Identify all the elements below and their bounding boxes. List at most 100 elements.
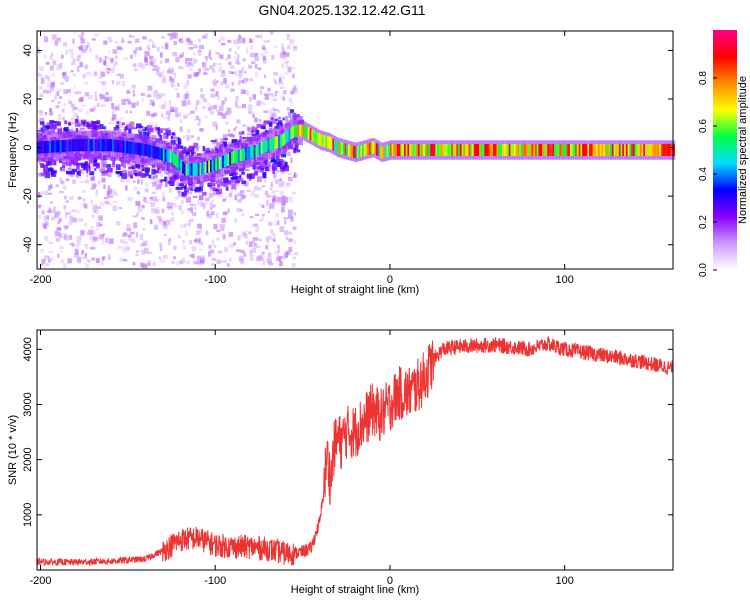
noise-cell (272, 107, 275, 112)
band-cell (47, 160, 53, 166)
band-cell (183, 190, 188, 196)
noise-cell (133, 102, 139, 107)
noise-cell (258, 255, 264, 260)
band-cell (122, 122, 125, 126)
ridge-cell (573, 143, 576, 156)
noise-cell (192, 63, 194, 67)
noise-cell (238, 75, 242, 79)
noise-cell (47, 185, 52, 191)
ridge-cell (482, 143, 485, 156)
band-cell (142, 128, 148, 132)
band-cell (132, 127, 138, 130)
noise-cell (158, 93, 162, 98)
noise-cell (273, 236, 276, 240)
noise-cell (132, 89, 135, 93)
noise-cell (112, 205, 118, 212)
spectrogram-frame (36, 30, 674, 270)
ridge-cell (596, 143, 599, 156)
noise-cell (246, 132, 252, 136)
noise-cell (293, 240, 297, 245)
ridge-cell (669, 143, 672, 156)
ridge-cell (456, 143, 459, 156)
noise-cell (62, 42, 68, 47)
noise-cell (74, 248, 79, 255)
band-cell (283, 165, 289, 172)
noise-cell (155, 186, 158, 191)
noise-cell (163, 255, 168, 259)
noise-cell (237, 61, 241, 66)
noise-cell (279, 191, 285, 195)
noise-cell (105, 201, 110, 205)
noise-cell (137, 179, 140, 184)
ridge-cell (377, 144, 380, 157)
noise-cell (126, 90, 131, 94)
ridge-cell (645, 143, 647, 156)
band-cell (234, 181, 238, 184)
band-cell (124, 173, 127, 177)
noise-cell (84, 92, 90, 97)
noise-cell (160, 258, 166, 263)
ridge-cell (108, 139, 111, 152)
noise-cell (276, 170, 280, 173)
band-cell (111, 163, 116, 168)
noise-cell (80, 180, 86, 183)
ridge-cell (337, 141, 340, 154)
band-cell (292, 111, 295, 115)
noise-cell (254, 71, 259, 78)
noise-cell (166, 219, 171, 226)
ridge-cell (91, 139, 94, 152)
noise-cell (136, 100, 139, 107)
noise-cell (150, 177, 155, 181)
noise-cell (109, 238, 114, 245)
noise-cell (41, 259, 46, 265)
noise-cell (273, 71, 278, 76)
noise-cell (60, 180, 65, 185)
band-cell (277, 123, 283, 127)
noise-cell (209, 65, 213, 70)
noise-cell (186, 210, 189, 213)
noise-cell (211, 257, 216, 261)
band-cell (75, 128, 79, 133)
noise-cell (172, 52, 178, 57)
noise-cell (108, 173, 111, 177)
band-cell (241, 131, 245, 135)
noise-cell (117, 172, 120, 178)
noise-cell (169, 76, 172, 82)
noise-cell (147, 261, 151, 267)
noise-cell (243, 232, 246, 237)
noise-cell (189, 63, 193, 66)
ridge-cell (582, 143, 585, 156)
noise-cell (270, 181, 273, 188)
band-cell (164, 176, 167, 182)
noise-cell (177, 235, 181, 239)
band-cell (52, 170, 57, 173)
noise-cell (216, 229, 221, 232)
band-cell (231, 183, 236, 190)
snr-y-tick-label: 4000 (22, 337, 34, 361)
ridge-cell (87, 139, 90, 152)
noise-cell (283, 72, 288, 75)
noise-cell (76, 240, 81, 246)
noise-cell (258, 100, 263, 104)
noise-cell (236, 106, 242, 109)
band-cell (51, 171, 57, 177)
noise-cell (146, 94, 152, 98)
ridge-cell (213, 159, 216, 172)
noise-cell (256, 100, 261, 106)
ridge-cell (58, 140, 60, 153)
noise-cell (220, 42, 226, 46)
ridge-cell (325, 135, 328, 148)
noise-cell (293, 46, 298, 51)
noise-cell (275, 90, 280, 94)
noise-cell (107, 36, 112, 41)
noise-cell (71, 162, 76, 169)
noise-cell (41, 210, 45, 215)
ridge-cell (540, 143, 543, 156)
band-cell (280, 166, 285, 172)
noise-cell (287, 45, 291, 50)
ridge-cell (321, 134, 324, 147)
ridge-cell (348, 144, 350, 157)
noise-cell (235, 59, 239, 65)
band-cell (90, 121, 97, 126)
